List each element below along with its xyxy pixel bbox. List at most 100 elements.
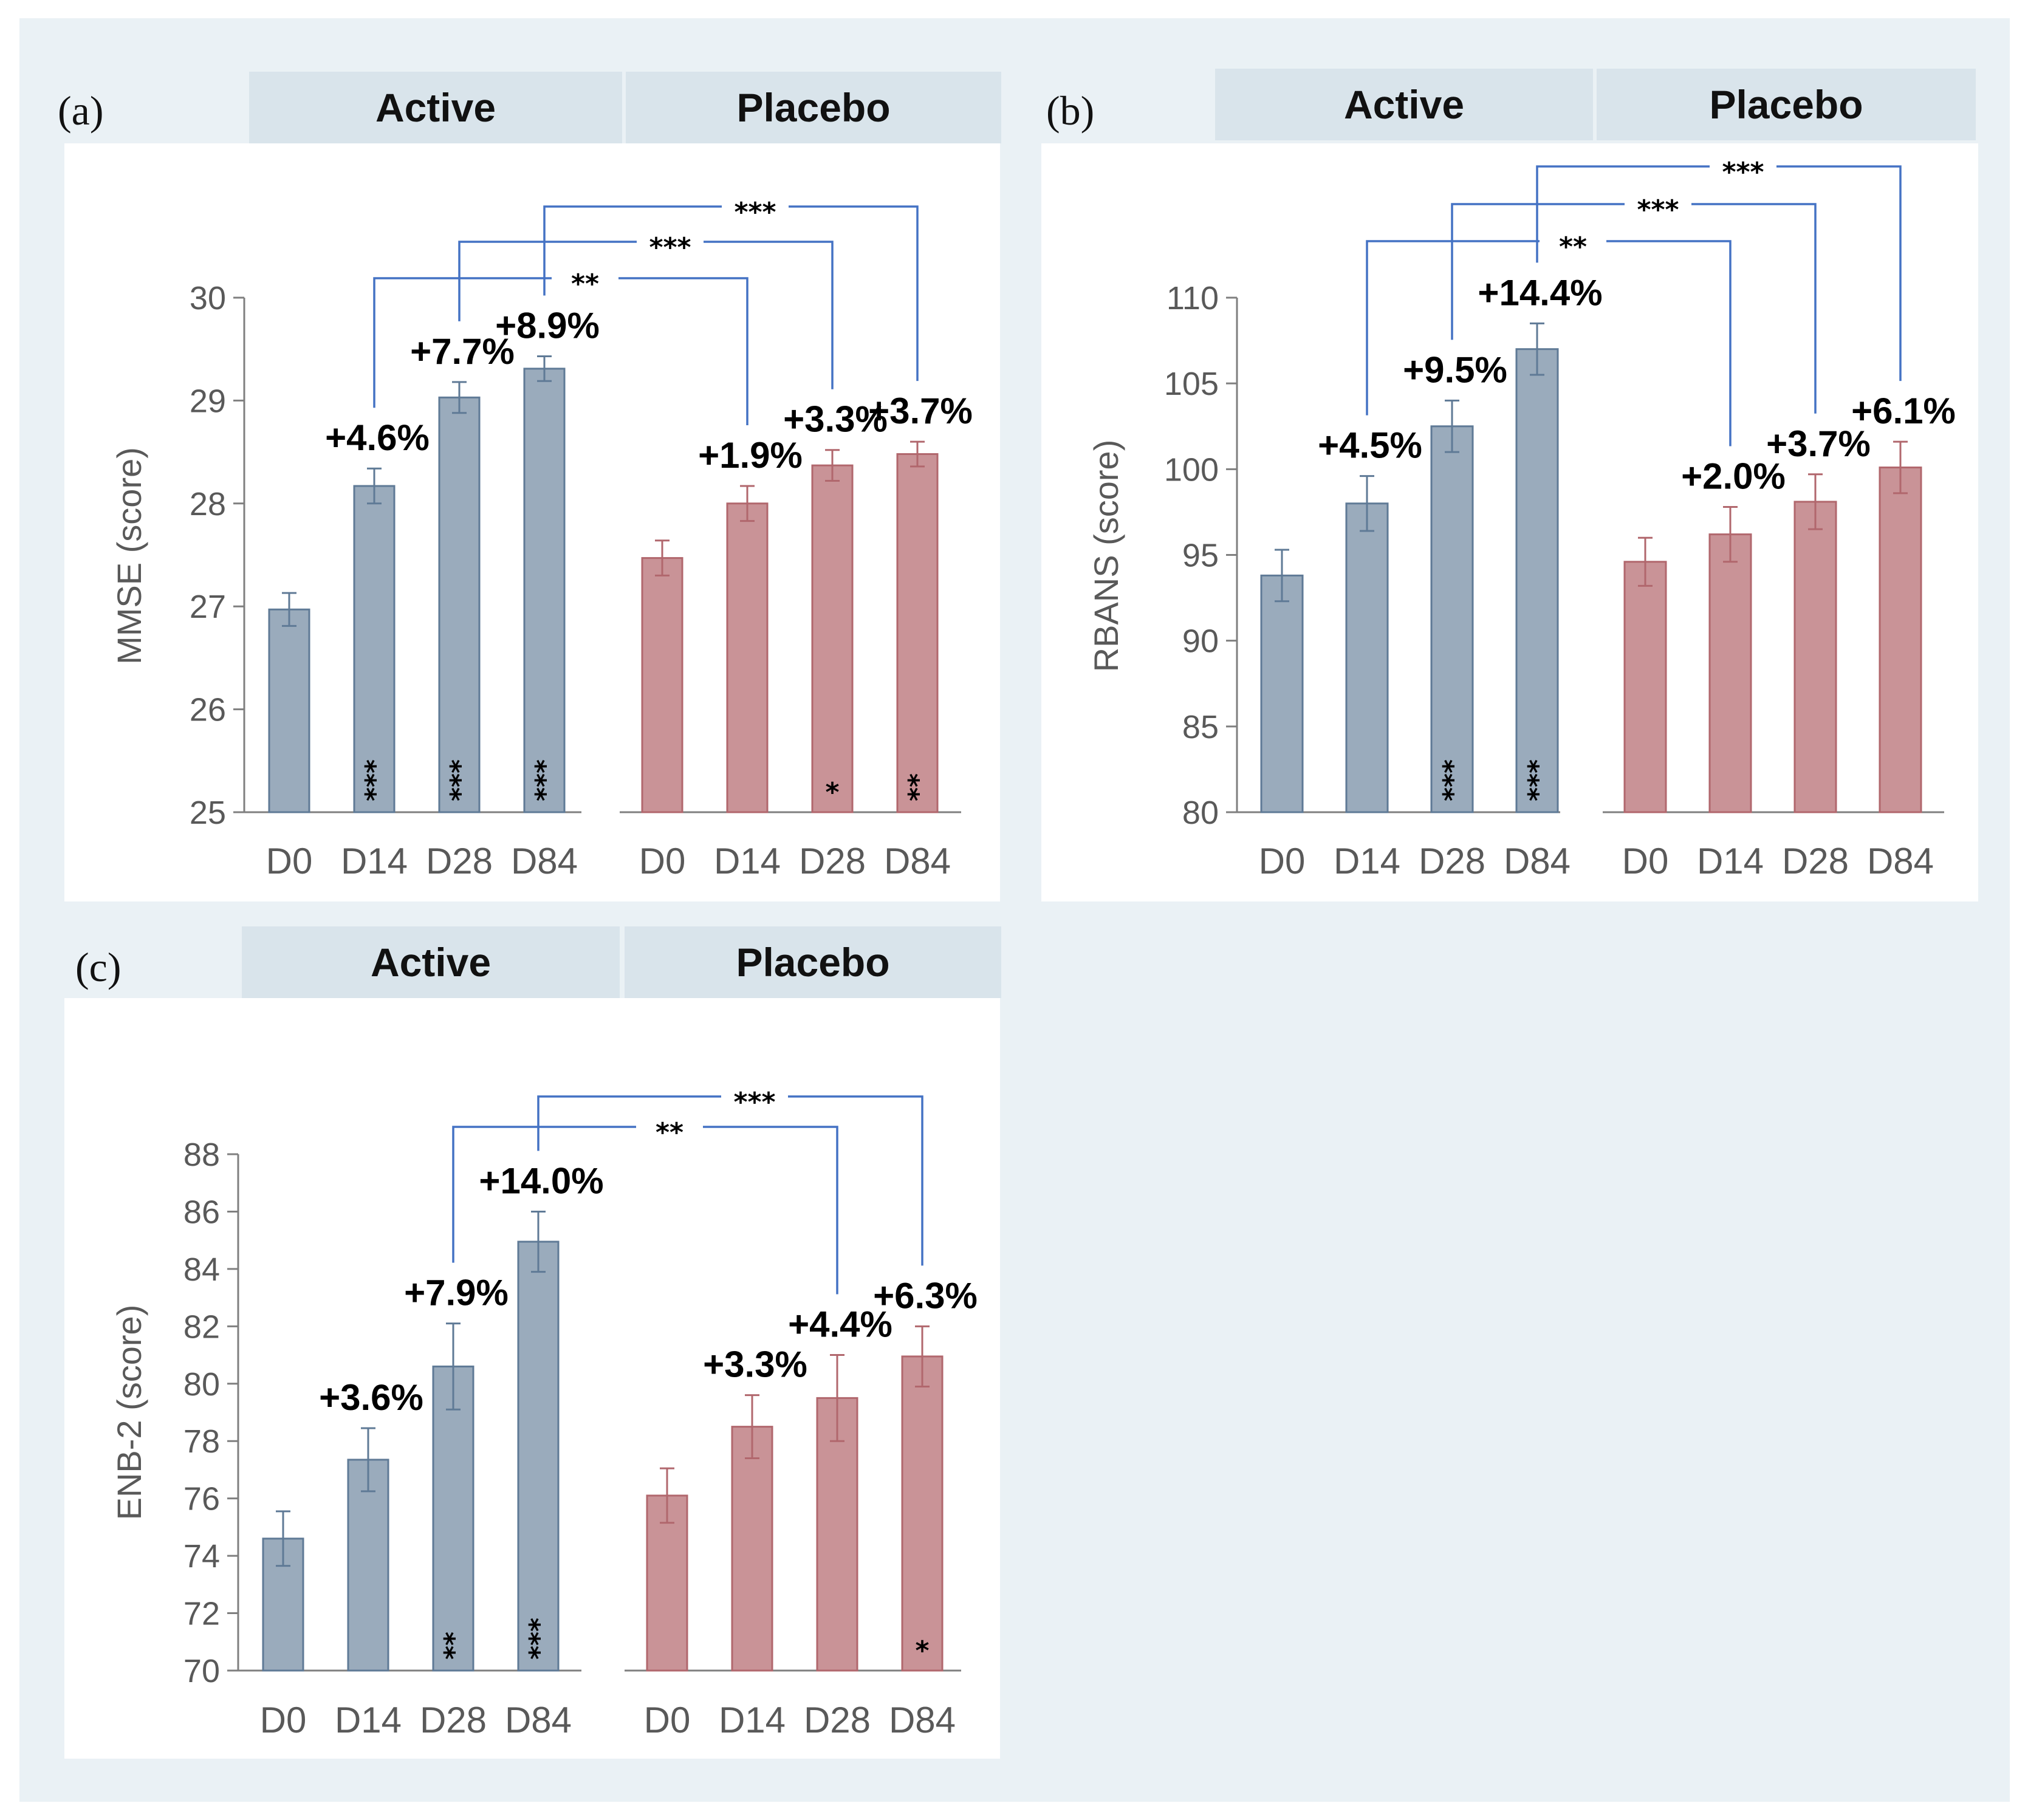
- bracket-line-right: [1606, 240, 1732, 446]
- x-tick-label: D28: [804, 1700, 871, 1740]
- y-tick-label: 74: [183, 1538, 220, 1575]
- panel-letter: (a): [58, 87, 103, 134]
- bracket-line-right: [788, 1095, 923, 1266]
- percent-change-label: +8.9%: [495, 306, 600, 346]
- y-tick-label: 90: [1182, 623, 1219, 660]
- panel-letter: (c): [75, 944, 121, 990]
- group-header-placebo: [1597, 69, 1976, 140]
- y-axis-label: ENB-2 (score): [110, 1305, 148, 1521]
- panel-c: Active Placebo (c) 70 72 74 76 78 80 82 84 86 88 ENB-…: [64, 926, 1001, 1759]
- bar: [1430, 425, 1474, 813]
- bracket-significance-label: ***: [733, 1087, 775, 1118]
- bracket-line-right: [789, 205, 919, 381]
- y-tick-label: 95: [1182, 538, 1219, 574]
- x-tick-label: D28: [426, 841, 493, 881]
- y-tick-label: 88: [183, 1137, 220, 1173]
- y-tick-label: 80: [1182, 795, 1219, 831]
- bar: [517, 1240, 560, 1672]
- bar: [1345, 502, 1389, 813]
- percent-change-label: +3.7%: [1766, 423, 1871, 464]
- bracket-significance-label: ***: [649, 232, 691, 263]
- y-tick-label: 78: [183, 1423, 220, 1460]
- plot-area: [1041, 143, 1978, 901]
- percent-change-label: +1.9%: [698, 435, 803, 476]
- bar: [816, 1397, 858, 1672]
- bracket-line-left: [373, 277, 552, 408]
- y-tick-label: 84: [183, 1251, 220, 1288]
- significance-stars: ***: [524, 1618, 555, 1660]
- bar: [1260, 574, 1304, 813]
- x-tick-label: D14: [719, 1700, 786, 1740]
- series-placebo: D0 D14 +2.0% D28 +3.7% D84 +6.1%: [1603, 391, 1956, 881]
- group-header-active: [242, 926, 620, 998]
- significance-stars: **: [439, 1632, 470, 1660]
- percent-change-label: +9.5%: [1403, 349, 1507, 390]
- bracket-line-left: [1536, 165, 1710, 263]
- group-header-placebo: [625, 926, 1001, 998]
- series-active: D0 D14 +3.6% D28 +7.9% ** D84 +14.0% ***: [238, 1160, 604, 1740]
- bracket-significance-label: ***: [734, 197, 776, 228]
- x-tick-label: D84: [884, 841, 951, 881]
- significance-stars: ***: [445, 759, 476, 801]
- bar: [523, 368, 566, 813]
- bar: [1515, 348, 1559, 813]
- panel-letter: (b): [1046, 87, 1094, 134]
- significance-stars: ***: [1437, 759, 1468, 801]
- comparison-bracket: ***: [537, 1087, 923, 1266]
- group-header-label: Active: [375, 85, 496, 130]
- x-tick-label: D84: [511, 841, 578, 881]
- x-tick-label: D0: [1622, 841, 1669, 881]
- bracket-significance-label: **: [1559, 231, 1587, 262]
- y-tick-label: 26: [190, 692, 226, 728]
- x-tick-label: D0: [1259, 841, 1306, 881]
- bracket-line-right: [618, 277, 749, 426]
- x-tick-label: D28: [1419, 841, 1485, 881]
- bracket-line-right: [704, 241, 834, 389]
- bracket-line-left: [1451, 203, 1625, 340]
- y-tick-label: 80: [183, 1366, 220, 1403]
- percent-change-label: +14.4%: [1478, 272, 1602, 313]
- bar: [896, 453, 939, 813]
- group-header-active: [249, 72, 622, 143]
- series-placebo: D0 D14 +1.9% D28 +3.3% * D84 +3.7% **: [620, 391, 973, 881]
- series-active: D0 D14 +4.6% *** D28 +7.7% *** D84 +8.9% ***: [244, 306, 600, 881]
- bar: [1623, 561, 1667, 813]
- y-tick-label: 70: [183, 1653, 220, 1689]
- y-axis-label: MMSE (score): [110, 447, 148, 665]
- y-tick-label: 29: [190, 383, 226, 419]
- percent-change-label: +7.7%: [410, 331, 515, 372]
- y-tick-label: 100: [1164, 451, 1219, 488]
- significance-stars: ***: [1523, 759, 1554, 801]
- group-header-label: Active: [371, 940, 491, 985]
- x-tick-label: D84: [505, 1700, 572, 1740]
- x-tick-label: D28: [1782, 841, 1849, 881]
- comparison-bracket: ***: [543, 197, 919, 381]
- bar: [353, 485, 396, 813]
- y-axis-label: RBANS (score): [1087, 440, 1125, 672]
- percent-change-label: +3.3%: [783, 399, 888, 440]
- y-tick-label: 85: [1182, 709, 1219, 745]
- plot-area: [64, 998, 1000, 1114]
- comparison-bracket: ***: [1451, 194, 1817, 414]
- bracket-line-right: [1776, 165, 1902, 381]
- percent-change-label: +3.7%: [868, 391, 973, 431]
- y-tick-label: 30: [190, 280, 226, 316]
- x-tick-label: D28: [799, 841, 866, 881]
- group-header-active: [1215, 69, 1593, 140]
- y-tick-label: 82: [183, 1309, 220, 1345]
- bracket-significance-label: ***: [1722, 157, 1764, 188]
- percent-change-label: +4.6%: [325, 417, 430, 458]
- bracket-line-left: [537, 1095, 721, 1151]
- x-tick-label: D28: [420, 1700, 487, 1740]
- panel-b: Active Placebo (b) 80 85 90 95 100 105 110 RBANS (…: [1041, 69, 1978, 901]
- x-tick-label: D14: [1697, 841, 1764, 881]
- percent-change-label: +6.1%: [1851, 391, 1956, 431]
- bar: [641, 557, 683, 813]
- percent-change-label: +3.3%: [703, 1344, 807, 1385]
- bar: [1793, 501, 1837, 813]
- x-tick-label: D84: [1867, 841, 1934, 881]
- x-tick-label: D84: [889, 1700, 956, 1740]
- y-tick-label: 105: [1164, 366, 1219, 402]
- bracket-line-left: [458, 241, 637, 321]
